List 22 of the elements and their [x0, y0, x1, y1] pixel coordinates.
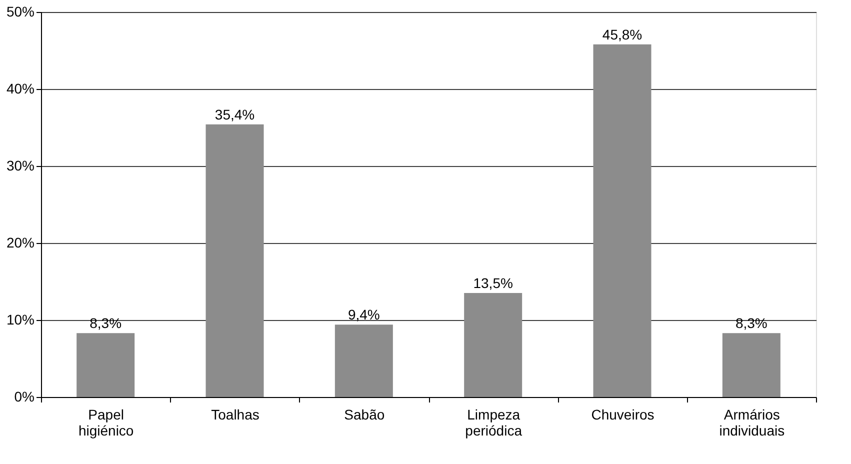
bar — [722, 333, 780, 397]
bar — [334, 324, 393, 397]
x-tick-label: Sabão — [344, 406, 385, 422]
bar — [206, 124, 264, 397]
y-tick-label: 10% — [6, 312, 34, 328]
data-label: 35,4% — [214, 106, 255, 122]
x-tick-label: Armários individuais — [719, 406, 785, 438]
y-tick-label: 0% — [14, 388, 34, 404]
y-tick-label: 20% — [6, 234, 34, 250]
x-tick-label: Papel higiénico — [78, 406, 134, 438]
y-tick-label: 40% — [6, 80, 34, 96]
bar — [464, 293, 522, 397]
bar — [593, 44, 652, 397]
y-tick-label: 30% — [6, 158, 34, 174]
y-tick-label: 50% — [6, 4, 34, 20]
data-label: 9,4% — [348, 306, 380, 323]
x-tick-label: Limpeza periódica — [465, 406, 522, 438]
x-tick-label: Toalhas — [211, 406, 260, 422]
bar — [76, 333, 135, 397]
data-label: 13,5% — [473, 275, 513, 292]
x-tick-label: Chuveiros — [591, 406, 654, 422]
data-label: 45,8% — [602, 26, 642, 42]
